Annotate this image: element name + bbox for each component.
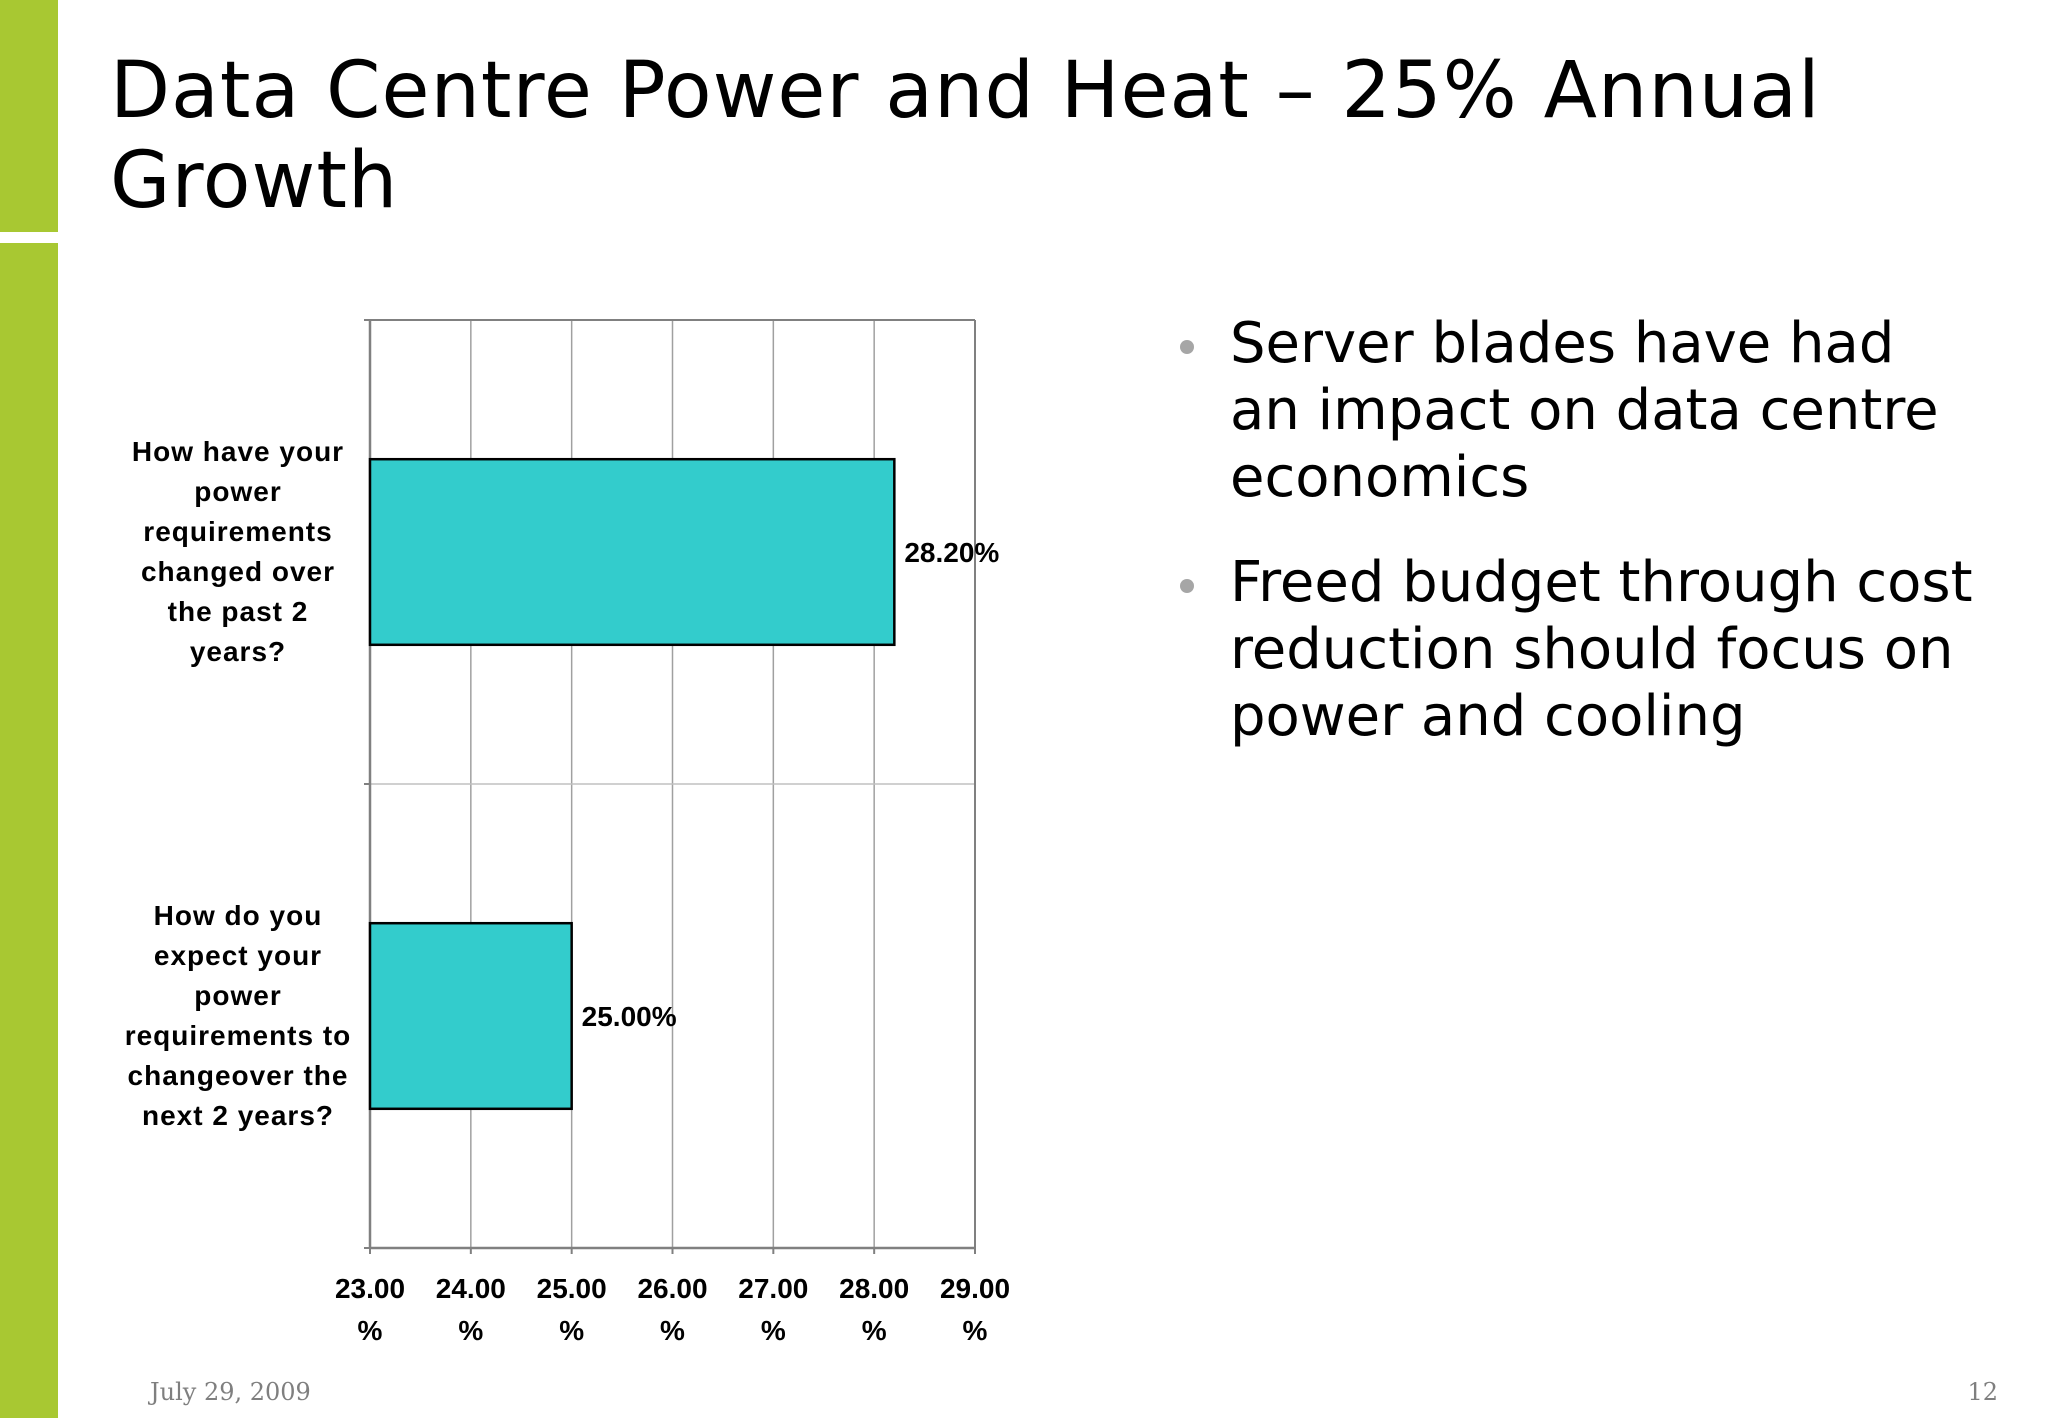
x-tick-label: 25.00% bbox=[537, 1273, 607, 1346]
x-tick-label: 27.00% bbox=[738, 1273, 808, 1346]
x-tick-label: 26.00% bbox=[637, 1273, 707, 1346]
x-tick-label: 29.00% bbox=[940, 1273, 1010, 1346]
bar bbox=[368, 457, 896, 647]
y-tick-label: How have your power requirements changed… bbox=[131, 436, 345, 667]
accent-bar-bottom bbox=[0, 243, 58, 1418]
y-tick-label: How do you expect your power requirement… bbox=[124, 900, 352, 1131]
accent-bar-top bbox=[0, 0, 58, 232]
bullet-item: Freed budget through cost reduction shou… bbox=[1180, 549, 1980, 750]
data-label: 28.20% bbox=[904, 537, 999, 568]
slide-title: Data Centre Power and Heat – 25% Annual … bbox=[110, 46, 1821, 226]
bullet-list: Server blades have had an impact on data… bbox=[1180, 310, 1980, 788]
bullet-text: Freed budget through cost reduction shou… bbox=[1230, 550, 1973, 749]
bullet-item: Server blades have had an impact on data… bbox=[1180, 310, 1980, 511]
bullet-text: Server blades have had an impact on data… bbox=[1230, 311, 1939, 510]
x-tick-label: 28.00% bbox=[839, 1273, 909, 1346]
x-tick-label: 24.00% bbox=[436, 1273, 506, 1346]
x-tick-label: 23.00% bbox=[335, 1273, 405, 1346]
page-number: 12 bbox=[1967, 1378, 1998, 1406]
data-label: 25.00% bbox=[582, 1001, 677, 1032]
bullet-dot-icon bbox=[1180, 340, 1194, 354]
bullet-dot-icon bbox=[1180, 579, 1194, 593]
bar bbox=[368, 921, 573, 1111]
footer-date: July 29, 2009 bbox=[150, 1378, 311, 1406]
